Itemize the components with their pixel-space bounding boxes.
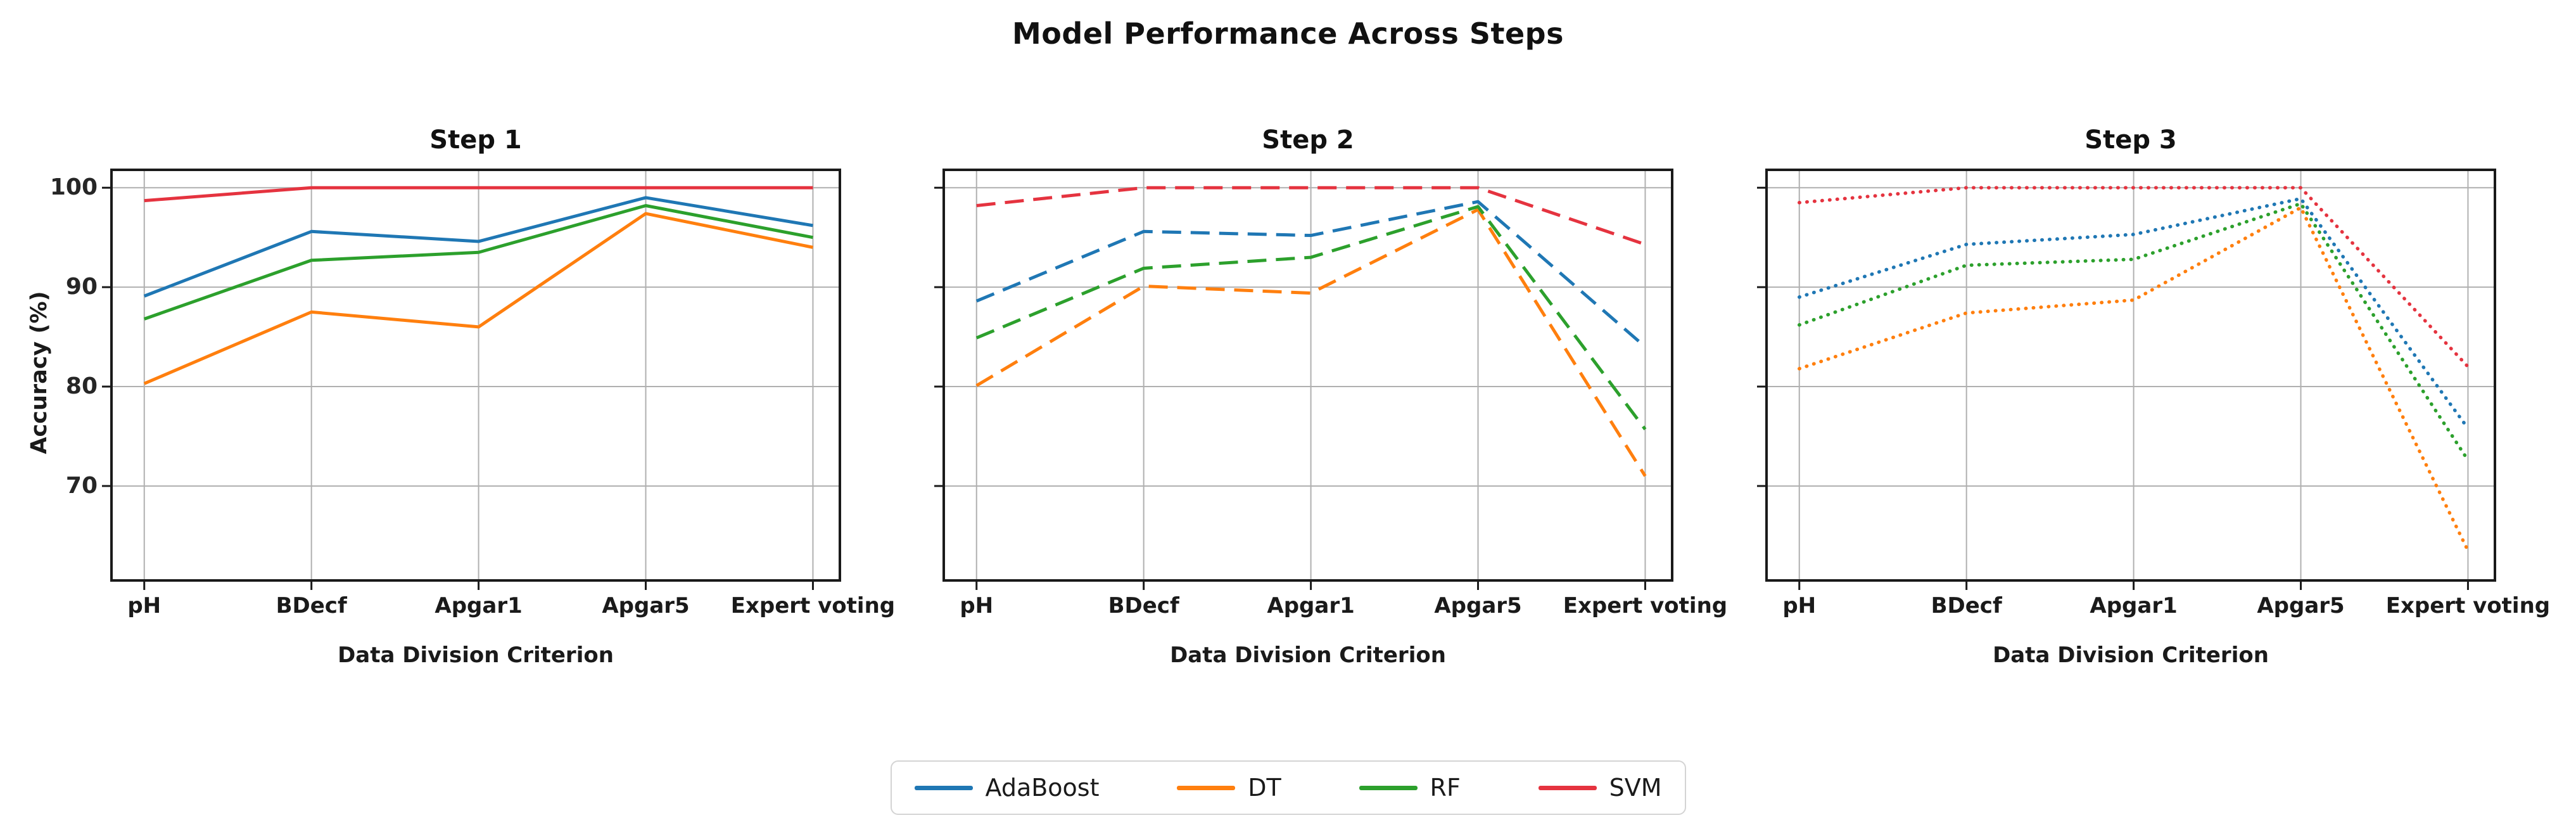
x-tick-label: Expert voting [2385,593,2551,618]
legend-label: SVM [1609,774,1662,802]
x-tick-label: Apgar5 [1434,593,1522,618]
legend-label: AdaBoost [985,774,1100,802]
plot-border [110,169,841,582]
plot-area-step-1 [102,169,841,590]
legend-label: RF [1430,774,1461,802]
series-line-rf [975,205,1647,431]
figure-title: Model Performance Across Steps [1012,16,1564,51]
legend: AdaBoost DT RF SVM [890,760,1686,815]
plot-area-step-2 [934,169,1673,590]
series-line-dt [975,208,1647,477]
panel-title-step-3: Step 3 [2084,125,2177,155]
legend-swatch-rf [1359,785,1418,790]
plot-area-step-3 [1757,169,2496,590]
series-line-adaboost [143,196,813,298]
plot-border [1765,169,2496,582]
series-line-dt [143,212,813,385]
legend-swatch-svm [1538,785,1597,790]
x-axis-label: Data Division Criterion [338,643,614,668]
panel-title-step-1: Step 1 [429,125,522,155]
x-axis-label: Data Division Criterion [1170,643,1446,668]
y-tick-label: 100 [49,174,98,201]
x-tick-label: BDecf [1931,593,2002,618]
x-tick-label: BDecf [1108,593,1179,618]
plot-border [942,169,1673,582]
series-line-dt [1798,205,2470,553]
x-tick-label: Apgar5 [602,593,690,618]
x-tick-label: pH [1782,593,1817,618]
series-line-adaboost [1798,196,2470,430]
y-tick-label: 70 [65,472,98,499]
x-tick-label: Expert voting [730,593,896,618]
series-line-rf [1798,202,2470,462]
legend-item-adaboost: AdaBoost [914,774,1100,802]
series-line-svm [1798,186,2470,369]
legend-item-dt: DT [1177,774,1281,802]
x-tick-label: Apgar1 [2090,593,2178,618]
legend-item-rf: RF [1359,774,1461,802]
x-axis-label: Data Division Criterion [1993,643,2269,668]
x-tick-label: Expert voting [1563,593,1728,618]
series-line-adaboost [975,200,1647,349]
x-tick-label: pH [960,593,994,618]
y-tick-label: 90 [65,274,98,300]
series-line-rf [143,203,813,321]
y-tick-label: 80 [65,373,98,400]
series-line-svm [144,186,813,203]
x-tick-label: Apgar1 [1267,593,1355,618]
legend-swatch-adaboost [914,785,973,790]
legend-swatch-dt [1177,785,1236,790]
x-tick-label: pH [127,593,162,618]
legend-item-svm: SVM [1538,774,1662,802]
x-tick-label: Apgar5 [2257,593,2345,618]
panel-title-step-2: Step 2 [1262,125,1354,155]
x-tick-label: BDecf [276,593,347,618]
x-tick-label: Apgar1 [435,593,523,618]
legend-label: DT [1248,774,1281,802]
